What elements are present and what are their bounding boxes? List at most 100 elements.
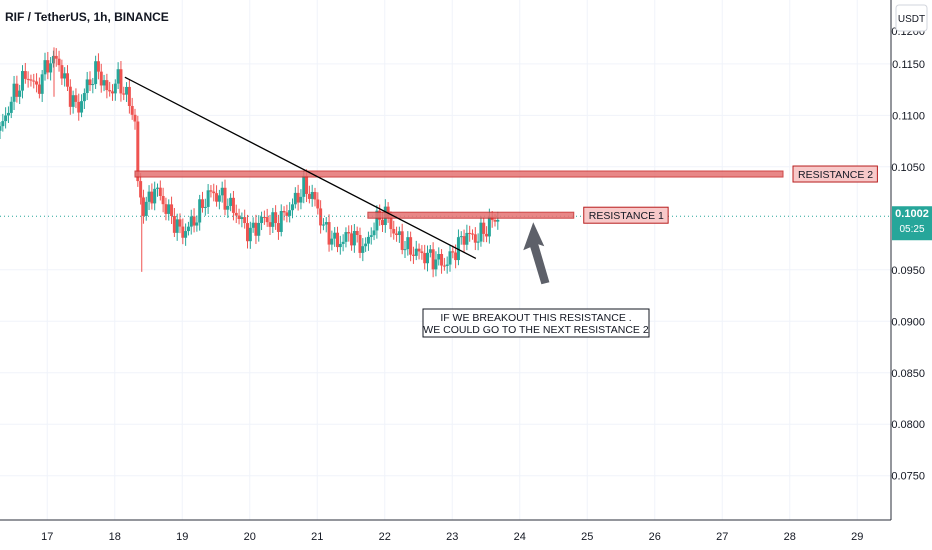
time-tick-label: 20 xyxy=(244,531,256,543)
candle-body xyxy=(116,69,120,84)
time-tick-label: 25 xyxy=(581,531,593,543)
candle-body xyxy=(223,187,227,210)
candle-body xyxy=(198,199,202,223)
price-axis-panel[interactable] xyxy=(891,0,932,520)
candle-body xyxy=(209,190,213,192)
candle-body xyxy=(352,231,356,246)
last-price-background xyxy=(892,206,932,241)
candle-body xyxy=(243,217,247,224)
candle-body xyxy=(178,219,182,227)
candle-body xyxy=(428,249,432,253)
candle-body xyxy=(133,114,137,122)
time-tick-label: 18 xyxy=(109,531,121,543)
candle-body xyxy=(82,93,86,102)
candle-body xyxy=(417,248,421,252)
trendline[interactable] xyxy=(124,76,477,260)
candle-body xyxy=(18,90,22,97)
candle-body xyxy=(96,61,100,72)
candle-body xyxy=(141,197,145,216)
candle-body xyxy=(181,226,185,238)
candle-body xyxy=(113,83,117,94)
candle-body xyxy=(265,217,269,223)
candle-body xyxy=(63,73,67,79)
candle-body xyxy=(403,249,407,251)
time-axis-panel[interactable] xyxy=(0,520,932,550)
candle-body xyxy=(426,252,429,264)
candle-body xyxy=(282,211,286,213)
candle-body xyxy=(246,223,249,242)
resistance-2-zone[interactable] xyxy=(134,170,784,178)
candle-body xyxy=(127,86,131,106)
candle-body xyxy=(251,222,255,228)
time-tick-label: 28 xyxy=(784,531,796,543)
candle-body xyxy=(347,232,351,234)
candle-body xyxy=(167,204,171,214)
candle-body xyxy=(411,254,415,256)
candle-body xyxy=(409,237,413,255)
candle-body xyxy=(437,253,441,260)
candle-body xyxy=(305,175,309,194)
candle-body xyxy=(476,241,480,243)
candle-body xyxy=(459,236,463,238)
candle-body xyxy=(226,205,230,210)
candle-body xyxy=(201,199,204,208)
price-tick-label: 0.1050 xyxy=(891,162,925,174)
candle-body xyxy=(66,73,69,87)
candle-body xyxy=(276,223,280,232)
drawings[interactable]: RESISTANCE 2 RESISTANCE 1 IF WE BREAKOUT T… xyxy=(0,76,891,338)
candle-body xyxy=(74,95,78,102)
annotation-text: IF WE BREAKOUT THIS RESISTANCE . xyxy=(440,312,631,324)
last-price-tag: 0.1002 05:25 xyxy=(892,206,932,241)
candle-body xyxy=(291,204,294,211)
candle-body xyxy=(454,252,458,261)
candle-body xyxy=(156,187,159,189)
resistance-1-label: RESISTANCE 1 xyxy=(589,210,664,222)
candle-body xyxy=(203,206,207,208)
candle-body xyxy=(139,181,143,198)
candle-body xyxy=(319,208,323,226)
candle-body xyxy=(212,191,216,194)
candle-body xyxy=(448,251,452,265)
candle-body xyxy=(29,79,33,81)
resistance-1-zone[interactable] xyxy=(367,211,575,219)
candle-body xyxy=(260,216,264,223)
time-tick-label: 24 xyxy=(514,531,526,543)
candle-body xyxy=(395,233,399,235)
resistance-1-label-box[interactable] xyxy=(583,206,669,224)
candle-body xyxy=(350,233,354,246)
candle-body xyxy=(465,232,469,245)
candle-body xyxy=(330,238,334,245)
candle-body xyxy=(355,231,359,235)
time-tick-label: 19 xyxy=(176,531,188,543)
annotation-arrow[interactable] xyxy=(523,222,550,285)
candle-body xyxy=(285,212,289,216)
candle-body xyxy=(372,230,376,236)
candle-body xyxy=(431,249,435,270)
currency-button[interactable] xyxy=(895,4,928,32)
candle-body xyxy=(451,251,455,253)
resistance-2-label-box[interactable] xyxy=(792,165,878,183)
candle-body xyxy=(468,232,472,234)
candle-body xyxy=(442,265,446,267)
candle-body xyxy=(268,222,272,227)
candle-body xyxy=(54,55,58,59)
candle-body xyxy=(341,241,345,244)
candle-body xyxy=(307,193,311,199)
price-tick-label: 0.0800 xyxy=(891,419,925,431)
candle-body xyxy=(184,231,188,238)
price-tick-label: 0.0950 xyxy=(891,265,925,277)
candle-body xyxy=(375,210,379,231)
candle-body xyxy=(364,243,368,247)
annotation-box[interactable] xyxy=(422,308,650,338)
candle-body xyxy=(271,212,275,227)
candle-body xyxy=(136,121,140,182)
candle-body xyxy=(102,80,106,86)
candle-body xyxy=(234,212,238,216)
candle-body xyxy=(125,86,129,95)
candle-body xyxy=(43,60,47,75)
candle-body xyxy=(189,216,193,227)
time-tick-label: 23 xyxy=(446,531,458,543)
candle-body xyxy=(122,93,126,95)
candle-body xyxy=(80,101,84,113)
